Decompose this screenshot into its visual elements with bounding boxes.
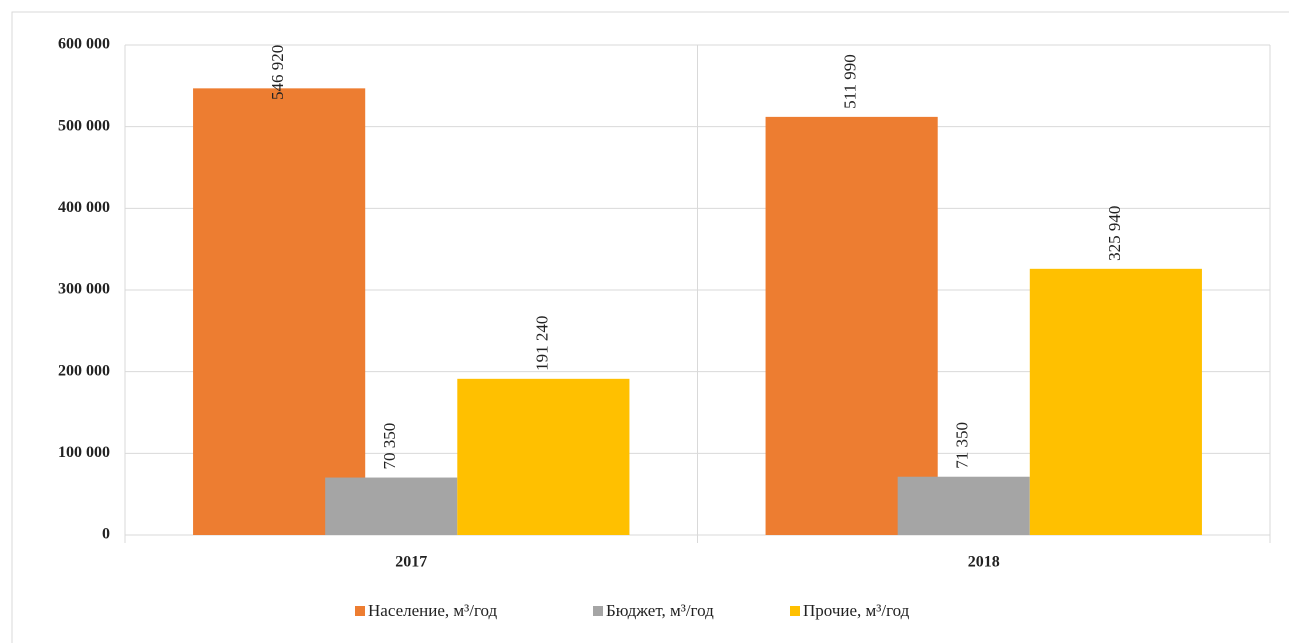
data-label: 511 990	[841, 54, 860, 109]
y-tick-label: 600 000	[58, 36, 110, 53]
y-tick-label: 100 000	[58, 444, 110, 461]
legend-label: Население, м³/год	[368, 601, 498, 620]
bar	[325, 477, 458, 535]
legend-label: Прочие, м³/год	[803, 601, 910, 620]
legend-swatch	[790, 606, 800, 616]
data-label: 325 940	[1105, 206, 1124, 261]
chart-frame	[11, 11, 1289, 643]
bar	[765, 116, 938, 536]
x-tick-label: 2018	[968, 554, 1000, 571]
y-tick-label: 200 000	[58, 362, 110, 379]
legend-label: Бюджет, м³/год	[606, 601, 714, 620]
bar	[1029, 268, 1202, 535]
x-tick-label: 2017	[395, 554, 427, 571]
y-tick-label: 500 000	[58, 117, 110, 134]
legend-swatch	[355, 606, 365, 616]
bar	[457, 378, 630, 535]
bar	[193, 88, 366, 535]
y-tick-label: 400 000	[58, 199, 110, 216]
y-tick-label: 0	[102, 526, 110, 543]
data-label: 70 350	[380, 423, 399, 470]
data-label: 71 350	[953, 422, 972, 469]
legend-swatch	[593, 606, 603, 616]
data-label: 191 240	[532, 316, 551, 371]
y-tick-label: 300 000	[58, 281, 110, 298]
data-label: 546 920	[268, 45, 287, 100]
bar	[897, 476, 1030, 535]
